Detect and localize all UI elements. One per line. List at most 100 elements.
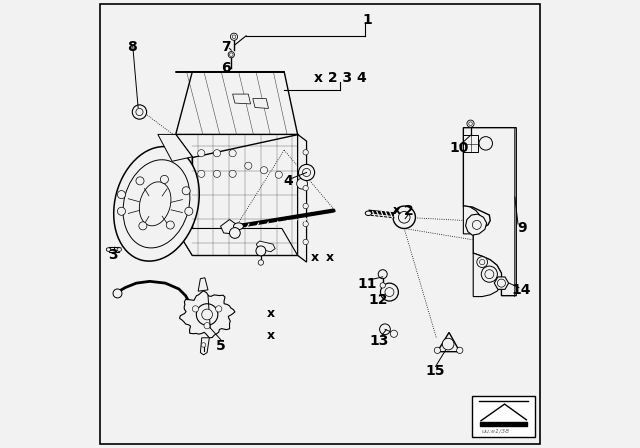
Polygon shape — [298, 134, 307, 262]
Polygon shape — [176, 134, 192, 255]
Circle shape — [256, 246, 266, 256]
Circle shape — [113, 289, 122, 298]
Circle shape — [380, 283, 398, 301]
Circle shape — [213, 150, 221, 157]
Polygon shape — [179, 291, 235, 338]
Circle shape — [298, 164, 315, 181]
Circle shape — [166, 221, 174, 229]
Circle shape — [303, 203, 308, 209]
Circle shape — [216, 306, 222, 312]
Circle shape — [198, 150, 205, 157]
Ellipse shape — [140, 182, 171, 226]
Circle shape — [380, 283, 385, 288]
Circle shape — [477, 257, 488, 267]
Circle shape — [196, 304, 218, 325]
Text: 9: 9 — [516, 221, 527, 236]
Circle shape — [303, 185, 308, 191]
Circle shape — [468, 122, 472, 125]
Text: 5: 5 — [216, 339, 225, 353]
FancyBboxPatch shape — [472, 396, 535, 437]
Polygon shape — [481, 404, 527, 421]
Polygon shape — [221, 220, 239, 234]
Circle shape — [228, 52, 234, 58]
Text: 14: 14 — [512, 283, 531, 297]
Circle shape — [479, 137, 493, 150]
Circle shape — [303, 221, 308, 227]
Polygon shape — [466, 214, 486, 235]
Circle shape — [378, 270, 387, 279]
Polygon shape — [176, 72, 298, 134]
Circle shape — [229, 150, 236, 157]
Circle shape — [213, 170, 221, 177]
Circle shape — [481, 266, 497, 282]
Circle shape — [434, 347, 440, 353]
Ellipse shape — [106, 248, 111, 251]
Circle shape — [244, 162, 252, 169]
Ellipse shape — [365, 211, 372, 215]
Circle shape — [303, 168, 308, 173]
Circle shape — [204, 323, 210, 329]
Text: 6: 6 — [221, 61, 231, 75]
Polygon shape — [192, 134, 298, 255]
Circle shape — [297, 178, 307, 189]
Circle shape — [198, 170, 205, 177]
Text: x 2 3 4: x 2 3 4 — [314, 71, 367, 86]
Circle shape — [303, 168, 310, 177]
Text: x: x — [310, 251, 319, 264]
Circle shape — [275, 171, 282, 178]
Circle shape — [385, 288, 394, 297]
FancyBboxPatch shape — [463, 135, 477, 152]
Circle shape — [393, 206, 415, 228]
Circle shape — [201, 343, 206, 347]
Polygon shape — [253, 99, 269, 108]
Polygon shape — [198, 278, 208, 291]
Circle shape — [456, 347, 463, 353]
Circle shape — [472, 220, 481, 229]
Circle shape — [398, 211, 410, 223]
Text: 7: 7 — [221, 40, 231, 54]
Circle shape — [139, 222, 147, 230]
Circle shape — [161, 175, 168, 183]
Text: 8: 8 — [127, 40, 137, 54]
Circle shape — [442, 338, 454, 350]
Circle shape — [303, 239, 308, 245]
Circle shape — [258, 260, 264, 265]
Circle shape — [136, 177, 144, 185]
Text: 13: 13 — [369, 334, 389, 349]
Text: x: x — [393, 204, 401, 217]
Ellipse shape — [123, 160, 190, 248]
Polygon shape — [463, 128, 516, 296]
Circle shape — [390, 330, 397, 337]
Polygon shape — [233, 94, 251, 104]
Circle shape — [230, 33, 237, 40]
Circle shape — [117, 207, 125, 215]
Text: 15: 15 — [425, 364, 444, 378]
Circle shape — [380, 324, 390, 335]
Circle shape — [232, 35, 236, 39]
Polygon shape — [109, 247, 119, 252]
Polygon shape — [437, 332, 460, 352]
Polygon shape — [473, 253, 502, 297]
Text: 10: 10 — [449, 141, 468, 155]
Circle shape — [467, 120, 474, 127]
Text: uu:e1/38: uu:e1/38 — [481, 429, 509, 434]
Text: x: x — [326, 251, 334, 264]
Circle shape — [497, 279, 506, 287]
Polygon shape — [200, 338, 209, 355]
Polygon shape — [463, 206, 482, 234]
Text: 11: 11 — [357, 277, 377, 292]
Circle shape — [185, 207, 193, 215]
Text: x: x — [267, 307, 275, 320]
Circle shape — [182, 187, 190, 195]
Circle shape — [230, 53, 233, 56]
Text: x: x — [267, 328, 275, 342]
Text: 2: 2 — [404, 203, 413, 218]
Circle shape — [303, 150, 308, 155]
Text: 4: 4 — [284, 174, 294, 189]
Text: 12: 12 — [369, 293, 388, 307]
Circle shape — [136, 108, 143, 116]
Circle shape — [229, 170, 236, 177]
Ellipse shape — [117, 248, 122, 251]
Circle shape — [260, 167, 268, 174]
Circle shape — [479, 259, 485, 265]
